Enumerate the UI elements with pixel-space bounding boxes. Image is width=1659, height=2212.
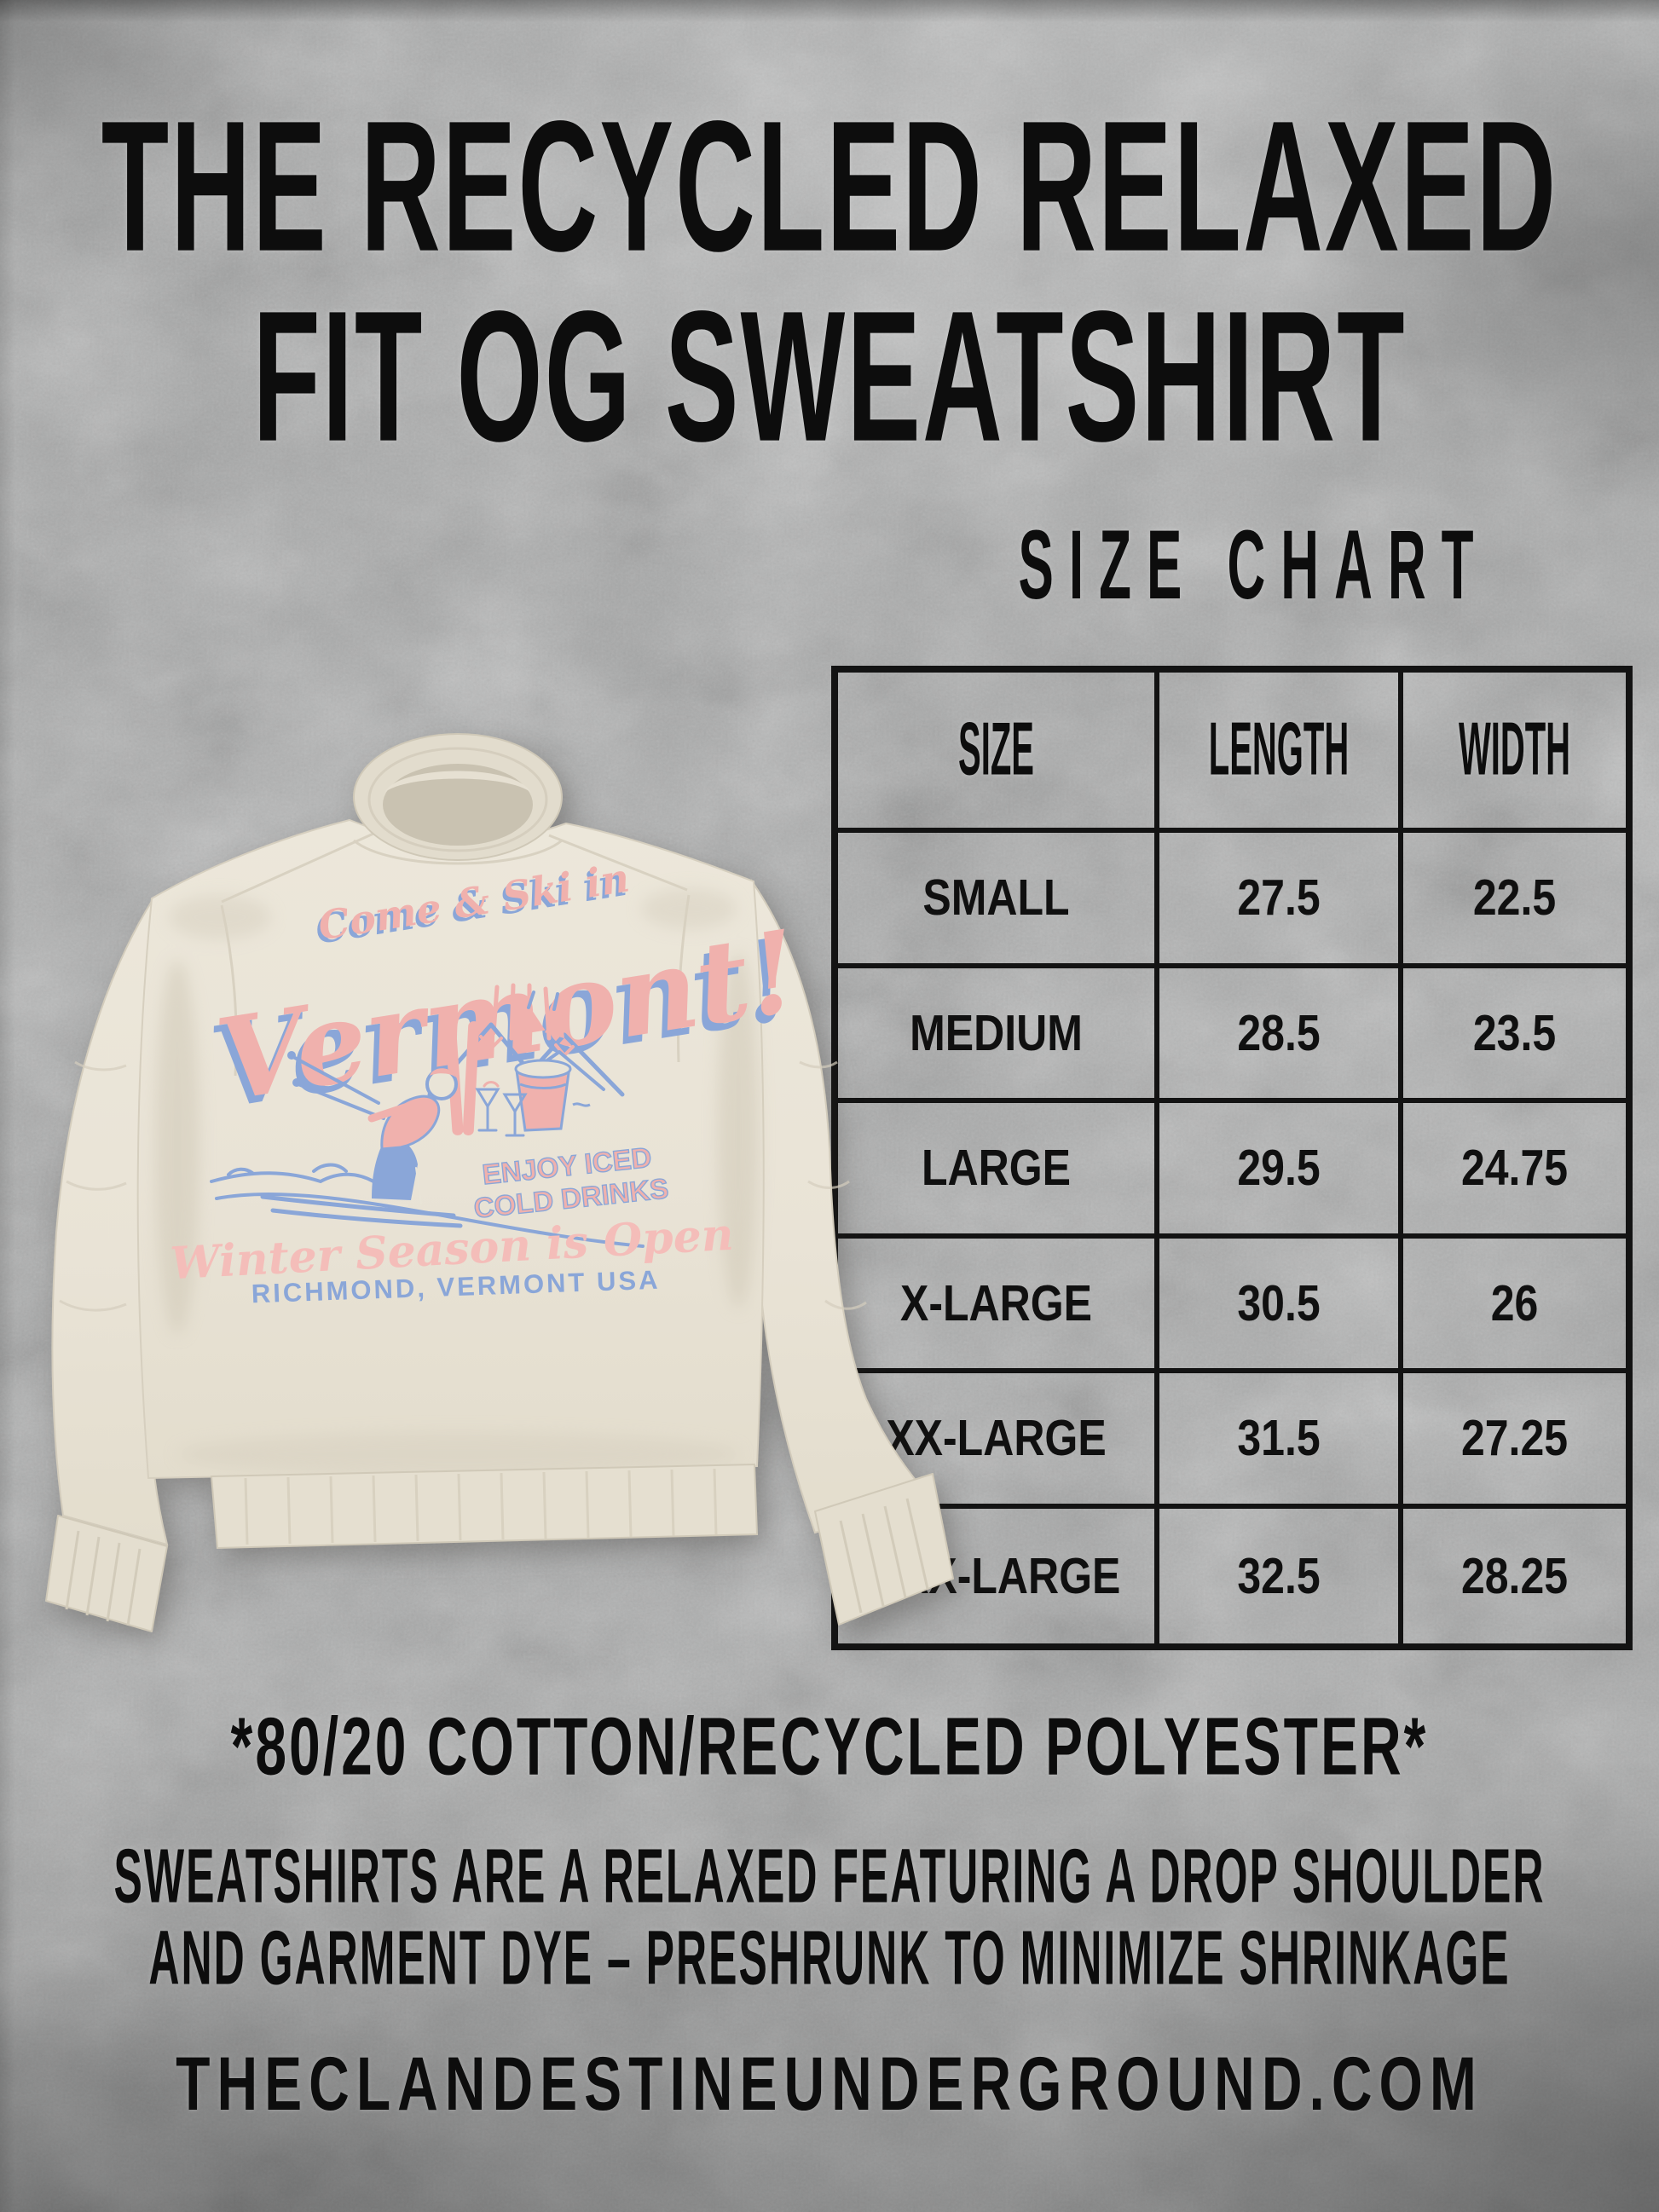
sweatshirt-product-image: Come & Ski in Come & Ski in Vermont! Ver… <box>45 733 954 1632</box>
width-cell: 23.5 <box>1403 968 1626 1103</box>
collar <box>353 733 563 865</box>
description-line2: AND GARMENT DYE – PRESHRUNK TO MINIMIZE … <box>148 1915 1511 2001</box>
length-cell: 30.5 <box>1159 1238 1403 1373</box>
length-cell: 27.5 <box>1159 833 1403 968</box>
size-chart-heading: SIZE CHART <box>1018 511 1489 621</box>
width-cell: 22.5 <box>1403 833 1626 968</box>
page-title-line1: THE RECYCLED RELAXED <box>101 81 1558 291</box>
column-header-size: SIZE <box>838 673 1159 833</box>
champagne-bucket-icon <box>514 990 591 1132</box>
width-cell: 28.25 <box>1460 1547 1569 1604</box>
sweatshirt-body <box>136 818 765 1550</box>
length-cell: 32.5 <box>1159 1508 1403 1643</box>
length-cell: 31.5 <box>1159 1373 1403 1509</box>
slope-lines <box>210 1163 645 1248</box>
width-cell: 27.25 <box>1403 1373 1626 1509</box>
column-header-width: WIDTH <box>1403 673 1626 833</box>
length-cell: 29.5 <box>1159 1103 1403 1239</box>
length-cell: 28.5 <box>1159 967 1403 1103</box>
size-cell: XX-LARGE <box>838 1373 1159 1509</box>
size-chart-table: SIZE LENGTH WIDTH SMALL 27.5 22.5 MEDIUM… <box>831 666 1633 1650</box>
right-cuff <box>814 1473 954 1626</box>
width-cell: 26 <box>1403 1239 1626 1373</box>
size-cell: X-LARGE <box>838 1238 1159 1373</box>
material-line: *80/20 COTTON/RECYCLED POLYESTER* <box>230 1700 1429 1792</box>
page-title-line2: FIT OG SWEATSHIRT <box>252 271 1407 481</box>
size-cell: SMALL <box>838 833 1159 968</box>
website-url: THECLANDESTINEUNDERGROUND.COM <box>176 2041 1483 2126</box>
description-line1: SWEATSHIRTS ARE A RELAXED FEATURING A DR… <box>113 1833 1546 1920</box>
martini-glasses-icon <box>475 1081 528 1137</box>
hem-band <box>210 1463 759 1550</box>
width-cell: 24.75 <box>1403 1103 1626 1239</box>
size-cell: LARGE <box>838 1103 1159 1239</box>
column-header-length: LENGTH <box>1159 673 1403 833</box>
size-cell: MEDIUM <box>838 967 1159 1103</box>
